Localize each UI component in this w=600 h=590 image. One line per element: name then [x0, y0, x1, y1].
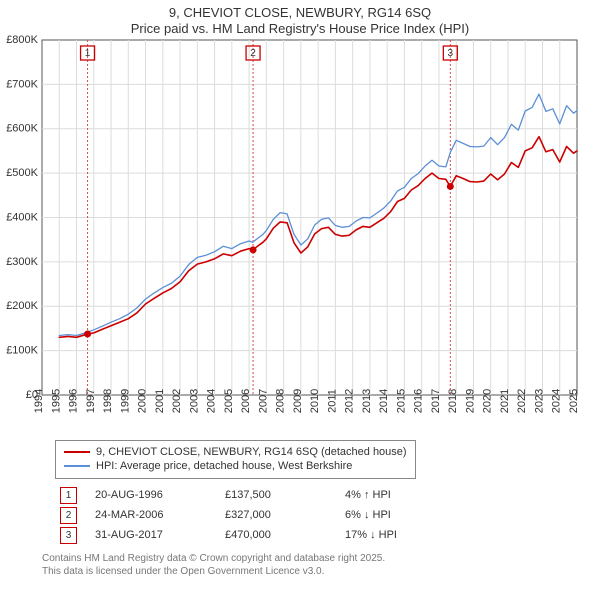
x-tick-label: 2025	[568, 389, 580, 413]
transaction-note: 17% ↓ HPI	[345, 529, 465, 541]
x-tick-label: 2020	[482, 389, 494, 413]
y-tick-label: £600K	[6, 123, 38, 135]
legend-row: HPI: Average price, detached house, West…	[64, 459, 407, 473]
legend-label: HPI: Average price, detached house, West…	[96, 459, 352, 473]
x-tick-label: 1996	[68, 389, 80, 413]
x-tick-label: 2006	[240, 389, 252, 413]
y-tick-label: £400K	[6, 211, 38, 223]
transaction-row: 1 20-AUG-1996£137,5004% ↑ HPI	[60, 485, 465, 505]
x-tick-label: 2000	[137, 389, 149, 413]
transaction-point	[84, 330, 91, 337]
x-tick-label: 2010	[309, 389, 321, 413]
x-tick-label: 2005	[223, 389, 235, 413]
transaction-index: 3	[60, 527, 77, 544]
x-tick-label: 1999	[119, 389, 131, 413]
y-tick-label: £800K	[6, 34, 38, 46]
transaction-price: £327,000	[225, 509, 345, 521]
x-tick-label: 2009	[292, 389, 304, 413]
chart-title-main: 9, CHEVIOT CLOSE, NEWBURY, RG14 6SQ	[169, 5, 431, 20]
transaction-row: 2 24-MAR-2006£327,0006% ↓ HPI	[60, 505, 465, 525]
x-tick-label: 2012	[344, 389, 356, 413]
x-tick-label: 1994	[33, 389, 45, 413]
transaction-note: 6% ↓ HPI	[345, 509, 465, 521]
transaction-row: 3 31-AUG-2017£470,00017% ↓ HPI	[60, 525, 465, 545]
transaction-price: £470,000	[225, 529, 345, 541]
x-tick-label: 2004	[206, 389, 218, 413]
x-tick-label: 2022	[516, 389, 528, 413]
legend-swatch	[64, 465, 90, 467]
y-tick-label: £700K	[6, 78, 38, 90]
y-tick-label: £500K	[6, 167, 38, 179]
x-tick-label: 2014	[378, 389, 390, 413]
transaction-date: 31-AUG-2017	[95, 529, 225, 541]
legend-label: 9, CHEVIOT CLOSE, NEWBURY, RG14 6SQ (det…	[96, 445, 407, 459]
x-tick-label: 2002	[171, 389, 183, 413]
transaction-index: 1	[60, 487, 77, 504]
transaction-index: 2	[60, 507, 77, 524]
x-tick-label: 1998	[102, 389, 114, 413]
transaction-marker-number: 2	[250, 48, 256, 59]
transaction-note: 4% ↑ HPI	[345, 489, 465, 501]
x-tick-label: 2001	[154, 389, 166, 413]
x-tick-label: 2024	[551, 389, 563, 413]
x-tick-label: 2008	[275, 389, 287, 413]
transaction-marker-number: 3	[448, 48, 454, 59]
x-tick-label: 2017	[430, 389, 442, 413]
transaction-price: £137,500	[225, 489, 345, 501]
x-tick-label: 2015	[395, 389, 407, 413]
x-tick-label: 2007	[257, 389, 269, 413]
y-tick-label: £300K	[6, 256, 38, 268]
y-tick-label: £200K	[6, 300, 38, 312]
chart-title-subtitle: Price paid vs. HM Land Registry's House …	[131, 21, 469, 36]
transaction-date: 24-MAR-2006	[95, 509, 225, 521]
legend-row: 9, CHEVIOT CLOSE, NEWBURY, RG14 6SQ (det…	[64, 445, 407, 459]
x-tick-label: 2016	[413, 389, 425, 413]
transaction-point	[447, 183, 454, 190]
y-tick-label: £100K	[6, 345, 38, 357]
legend-swatch	[64, 451, 90, 453]
x-tick-label: 2019	[464, 389, 476, 413]
transactions-table: 1 20-AUG-1996£137,5004% ↑ HPI 2 24-MAR-2006…	[60, 485, 465, 545]
x-tick-label: 2023	[533, 389, 545, 413]
transaction-point	[250, 246, 257, 253]
x-tick-label: 2011	[326, 389, 338, 413]
x-tick-label: 2021	[499, 389, 511, 413]
transaction-marker-number: 1	[85, 48, 91, 59]
footer-line: Contains HM Land Registry data © Crown c…	[42, 552, 385, 565]
price-chart: 9, CHEVIOT CLOSE, NEWBURY, RG14 6SQ Pric…	[0, 0, 600, 440]
footer-line: This data is licensed under the Open Gov…	[42, 565, 385, 578]
transaction-date: 20-AUG-1996	[95, 489, 225, 501]
x-tick-label: 2003	[188, 389, 200, 413]
chart-legend: 9, CHEVIOT CLOSE, NEWBURY, RG14 6SQ (det…	[55, 440, 416, 479]
x-tick-label: 2013	[361, 389, 373, 413]
x-tick-label: 1995	[50, 389, 62, 413]
x-tick-label: 1997	[85, 389, 97, 413]
chart-footer: Contains HM Land Registry data © Crown c…	[42, 552, 385, 578]
x-tick-label: 2018	[447, 389, 459, 413]
